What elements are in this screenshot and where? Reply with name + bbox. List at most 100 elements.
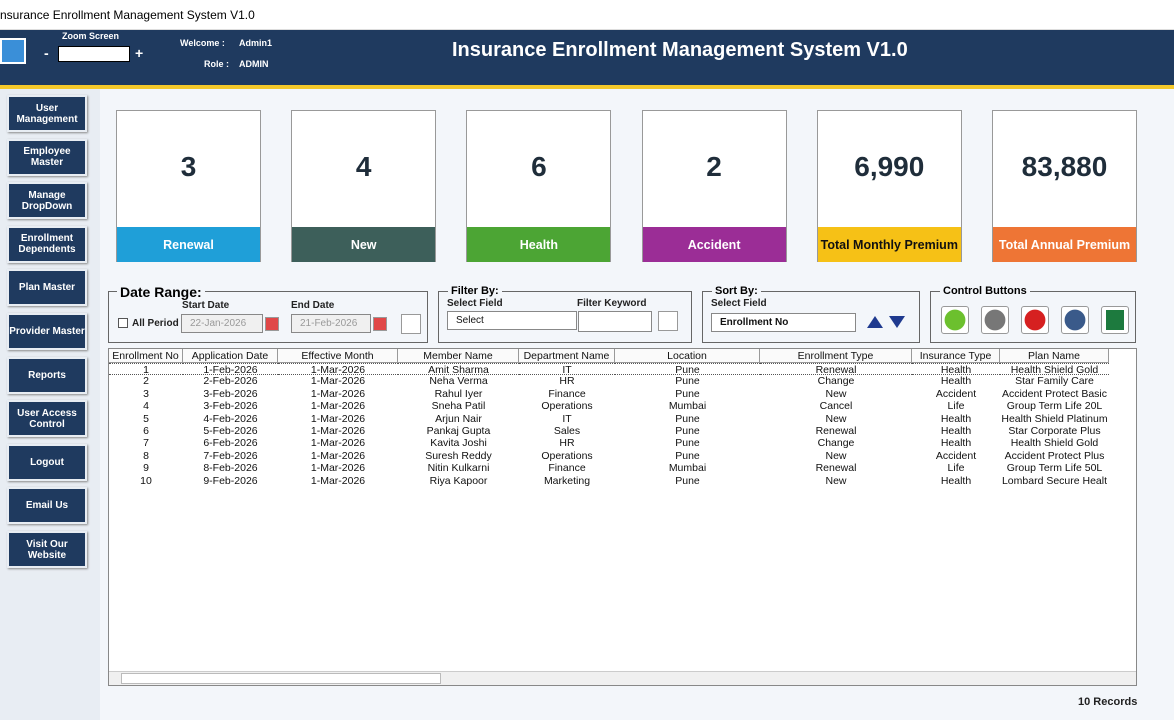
table-cell: Finance: [548, 462, 586, 475]
column-header: Enrollment Type: [760, 349, 912, 363]
sidebar-button[interactable]: Enrollment Dependents: [7, 225, 87, 263]
table-cell: 8: [143, 449, 149, 462]
table-cell: 1-Mar-2026: [310, 425, 366, 437]
table-cell: 6: [143, 425, 149, 437]
table-cell: 7: [143, 437, 149, 450]
edit-button[interactable]: [981, 306, 1009, 334]
sidebar-button[interactable]: User Management: [7, 95, 87, 132]
table-cell: Pune: [675, 412, 700, 425]
report-button[interactable]: [1061, 306, 1089, 334]
title-bar: nsurance Enrollment Management System V1…: [0, 0, 1174, 30]
refresh-button[interactable]: [658, 311, 678, 331]
sort-descending[interactable]: [889, 316, 905, 328]
keyword-input[interactable]: [578, 311, 652, 332]
filter-select[interactable]: Select: [447, 311, 577, 330]
kpi-value: 2: [706, 151, 722, 182]
table-cell: Sales: [553, 425, 581, 437]
sidebar-button[interactable]: Provider Master: [7, 313, 87, 350]
table-cell: Pune: [675, 474, 700, 487]
table-cell: Star Family Care: [1015, 375, 1094, 388]
refresh-button[interactable]: [401, 314, 421, 334]
table-cell: IT: [562, 412, 572, 425]
sidebar-button[interactable]: User Access Control: [7, 400, 87, 438]
add-button[interactable]: [941, 306, 969, 334]
sidebar-button[interactable]: Logout: [7, 443, 87, 481]
table-cell: New: [825, 474, 847, 487]
kpi-label: Accident: [642, 227, 786, 262]
table-cell: HR: [559, 375, 575, 388]
app-icon: [0, 38, 26, 64]
kpi-value: 6: [531, 151, 547, 182]
controls-panel: Control Buttons: [930, 285, 1136, 343]
table-cell: Lombard Secure Healt: [1001, 474, 1108, 487]
end-label: End Date: [291, 300, 335, 311]
table-cell: Health: [940, 412, 972, 425]
kpi-label: Renewal: [117, 227, 260, 262]
table-cell: HR: [559, 437, 575, 450]
scroll-thumb[interactable]: [121, 673, 441, 684]
table-cell: Renewal: [815, 425, 857, 437]
table-cell: 1-Mar-2026: [310, 474, 366, 487]
table-cell: Suresh Reddy: [425, 449, 492, 462]
column-header: Member Name: [398, 349, 519, 363]
kpi-label: Total Annual Premium: [993, 227, 1136, 262]
column-header: Location: [615, 349, 760, 363]
sidebar-button[interactable]: Reports: [7, 356, 87, 394]
h-scrollbar[interactable]: [109, 671, 1136, 685]
column-header: Application Date: [183, 349, 278, 363]
calendar-icon[interactable]: [373, 317, 387, 331]
column-header: Effective Month: [278, 349, 398, 363]
table-cell: Rahul Iyer: [434, 387, 483, 400]
table-cell: Pune: [675, 449, 700, 462]
table-cell: 1-Mar-2026: [310, 412, 366, 425]
checkbox[interactable]: [118, 318, 128, 328]
sidebar-button[interactable]: Visit Our Website: [7, 531, 87, 568]
sort-ascending[interactable]: [867, 316, 883, 328]
calendar-icon[interactable]: [265, 317, 279, 331]
table-cell: Mumbai: [668, 462, 707, 475]
table-cell: 2: [143, 375, 149, 388]
table-cell: Health: [940, 425, 972, 437]
table-cell: Pune: [675, 375, 700, 388]
excel-button[interactable]: [1101, 306, 1129, 334]
zoom-slider[interactable]: [58, 46, 130, 62]
end-date[interactable]: 21-Feb-2026: [291, 314, 371, 333]
sort-select[interactable]: Enrollment No: [711, 313, 856, 332]
table-cell: Life: [947, 400, 965, 413]
welcome-value: Admin1: [239, 38, 273, 48]
delete-button[interactable]: [1021, 306, 1049, 334]
table-cell: New: [825, 387, 847, 400]
kpi-value: 3: [180, 151, 197, 182]
panel-title: Sort By:: [712, 285, 761, 297]
kpi-card: 4 New: [291, 110, 437, 262]
sidebar-button[interactable]: Plan Master: [7, 269, 87, 307]
table-cell: 5-Feb-2026: [203, 425, 258, 437]
zoom-plus[interactable]: +: [135, 45, 144, 61]
sidebar-button[interactable]: Email Us: [7, 487, 87, 525]
table-cell: Star Corporate Plus: [1008, 425, 1101, 437]
zoom-minus[interactable]: -: [44, 45, 49, 61]
table-cell: Finance: [548, 387, 586, 400]
table-cell: 1-Mar-2026: [310, 462, 366, 475]
sidebar-button[interactable]: Manage DropDown: [7, 182, 87, 220]
table-cell: 8-Feb-2026: [203, 462, 258, 475]
table-cell: 4: [143, 400, 149, 413]
column-header: Enrollment No: [109, 349, 183, 363]
kpi-label: Total Monthly Premium: [817, 227, 961, 262]
table-cell: Accident: [935, 449, 977, 462]
role-label: Role :: [204, 59, 230, 69]
table-cell: Health: [940, 375, 972, 388]
sidebar-button[interactable]: Employee Master: [7, 138, 87, 176]
column-header: Insurance Type: [912, 349, 1000, 363]
table-cell: Accident: [935, 387, 977, 400]
table-cell: Renewal: [815, 462, 857, 475]
table-cell: 10: [140, 474, 152, 487]
table-cell: New: [825, 412, 847, 425]
start-date[interactable]: 22-Jan-2026: [181, 314, 263, 333]
table-cell: Life: [947, 462, 965, 475]
table-cell: Amit Sharma: [398, 363, 519, 376]
role-value: ADMIN: [239, 59, 269, 69]
table-cell: Riya Kapoor: [429, 474, 488, 487]
